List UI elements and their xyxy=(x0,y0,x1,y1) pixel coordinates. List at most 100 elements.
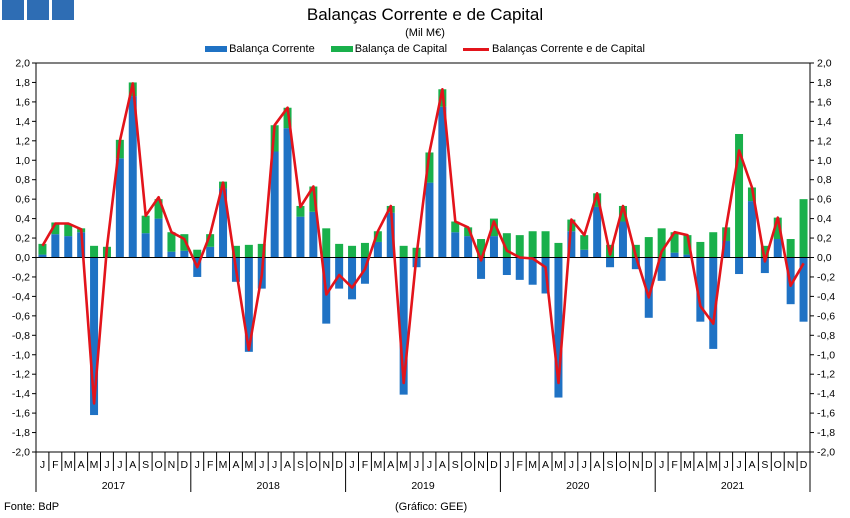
bar-current xyxy=(657,257,666,281)
y-tick-label-right: -1,4 xyxy=(817,388,835,400)
y-tick-label-right: -0,8 xyxy=(817,330,835,342)
legend-swatch-total xyxy=(463,47,490,51)
bar-current xyxy=(335,257,344,289)
y-tick-label-left: -0,8 xyxy=(12,330,30,342)
x-month-label: J xyxy=(414,459,419,471)
bar-current xyxy=(773,239,782,258)
y-tick-label-right: 1,0 xyxy=(817,155,832,167)
y-tick-label-right: -1,2 xyxy=(817,369,835,381)
bar-capital xyxy=(760,245,769,258)
y-tick-label-right: -0,2 xyxy=(817,271,835,283)
y-tick-label-left: 0,4 xyxy=(15,213,30,225)
bar-current xyxy=(528,257,537,285)
x-month-label: J xyxy=(272,459,277,471)
bar-capital xyxy=(657,228,666,258)
y-tick-label-left: 2,0 xyxy=(15,58,30,70)
y-tick-label-left: 0,6 xyxy=(15,194,30,206)
y-tick-label-right: -2,0 xyxy=(817,447,835,459)
bar-capital xyxy=(644,237,653,258)
bar-current xyxy=(167,251,176,258)
bar-capital xyxy=(464,227,473,237)
x-month-label: A xyxy=(387,459,394,471)
bar-current xyxy=(606,257,615,268)
chart-credit: (Gráfico: GEE) xyxy=(395,501,468,513)
x-month-label: F xyxy=(207,459,213,471)
x-month-label: A xyxy=(284,459,291,471)
x-month-label: S xyxy=(761,459,768,471)
x-month-label: M xyxy=(219,459,228,471)
x-month-label: A xyxy=(748,459,755,471)
x-month-label: N xyxy=(168,459,176,471)
bar-current xyxy=(464,236,473,258)
x-month-label: S xyxy=(452,459,459,471)
bar-current xyxy=(219,188,228,258)
x-month-label: A xyxy=(542,459,549,471)
bar-capital xyxy=(670,232,679,253)
bar-current xyxy=(502,257,511,276)
legend-item-total: Balanças Corrente e de Capital xyxy=(463,43,645,55)
logo-square-2 xyxy=(27,0,49,20)
x-month-label: A xyxy=(439,459,446,471)
x-month-label: J xyxy=(724,459,729,471)
x-month-label: S xyxy=(142,459,149,471)
x-month-label: J xyxy=(736,459,741,471)
bar-current xyxy=(296,216,305,258)
x-month-label: J xyxy=(504,459,509,471)
bar-capital xyxy=(580,235,589,250)
y-tick-label-left: 0,2 xyxy=(15,233,30,245)
y-tick-label-right: 0,8 xyxy=(817,174,832,186)
x-month-label: J xyxy=(427,459,432,471)
bar-capital xyxy=(528,231,537,258)
bar-capital xyxy=(451,221,460,233)
bar-capital xyxy=(180,234,189,251)
x-month-label: F xyxy=(517,459,523,471)
x-month-label: M xyxy=(90,459,99,471)
bar-current xyxy=(631,257,640,270)
x-month-label: J xyxy=(195,459,200,471)
x-month-label: O xyxy=(154,459,162,471)
bar-capital xyxy=(425,152,434,183)
y-tick-label-left: -1,2 xyxy=(12,369,30,381)
bar-capital xyxy=(90,245,99,258)
x-year-label: 2019 xyxy=(411,480,435,492)
x-month-label: O xyxy=(619,459,627,471)
y-tick-label-left: 1,2 xyxy=(15,135,30,147)
y-tick-label-right: 0,4 xyxy=(817,213,832,225)
bar-capital xyxy=(206,234,215,247)
x-month-label: S xyxy=(297,459,304,471)
source-note: Fonte: BdP xyxy=(4,501,60,513)
bar-capital xyxy=(477,239,486,258)
bar-current xyxy=(760,257,769,274)
bar-current xyxy=(515,257,524,280)
bar-current xyxy=(64,236,73,258)
x-month-label: D xyxy=(800,459,808,471)
bar-capital xyxy=(360,242,369,258)
bar-capital xyxy=(193,249,202,258)
bar-capital xyxy=(735,133,744,258)
bar-capital xyxy=(64,224,73,237)
bar-capital xyxy=(683,235,692,255)
bar-current xyxy=(489,236,498,258)
bar-current xyxy=(644,257,653,318)
bar-capital xyxy=(786,239,795,258)
bar-capital xyxy=(38,243,47,255)
line-total xyxy=(41,82,805,405)
bar-current xyxy=(670,252,679,258)
x-month-label: A xyxy=(129,459,136,471)
bar-current xyxy=(722,240,731,258)
bar-capital xyxy=(244,244,253,258)
x-month-label: M xyxy=(554,459,563,471)
x-month-label: M xyxy=(709,459,718,471)
legend-swatch-current xyxy=(205,46,228,52)
y-tick-label-left: 1,0 xyxy=(15,155,30,167)
x-month-label: D xyxy=(490,459,498,471)
chart-subtitle: (Mil M€) xyxy=(405,27,445,39)
x-month-label: M xyxy=(64,459,73,471)
y-tick-label-right: 1,2 xyxy=(817,135,832,147)
bar-current xyxy=(399,257,408,395)
bar-capital xyxy=(799,199,808,258)
y-tick-label-left: 0,8 xyxy=(15,174,30,186)
bar-capital xyxy=(489,218,498,237)
x-month-label: D xyxy=(335,459,343,471)
